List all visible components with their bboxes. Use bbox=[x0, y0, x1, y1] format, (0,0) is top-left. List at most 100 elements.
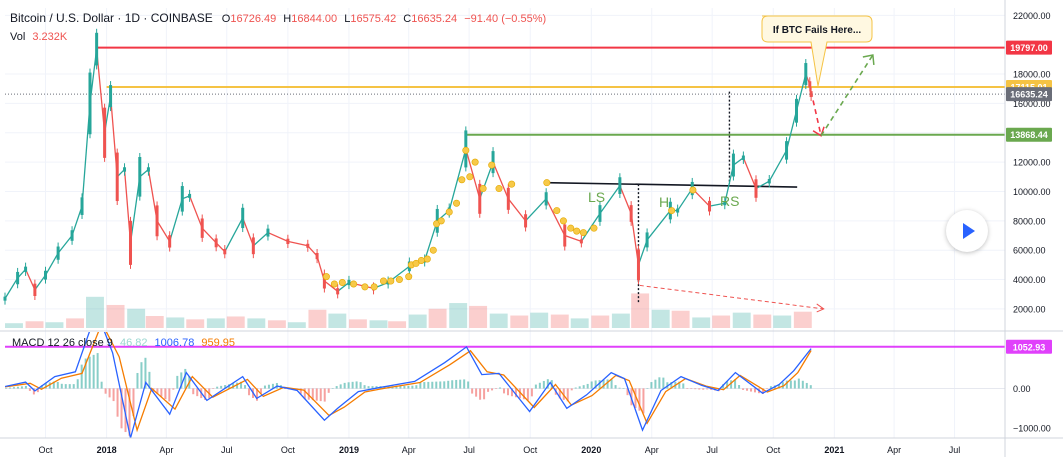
volume-bar bbox=[186, 319, 205, 328]
candle-body bbox=[524, 214, 528, 228]
candle-body bbox=[251, 237, 255, 255]
svg-text:Vol 3.232K: Vol 3.232K bbox=[10, 31, 68, 43]
price-segment bbox=[44, 252, 59, 276]
price-tick-label: 12000.00 bbox=[1013, 158, 1051, 168]
volume-bar bbox=[428, 308, 447, 328]
macd-histogram-bar bbox=[750, 388, 753, 392]
yellow-marker bbox=[567, 224, 575, 232]
macd-histogram-bar bbox=[654, 379, 657, 389]
play-button[interactable] bbox=[946, 210, 988, 252]
macd-histogram-bar bbox=[801, 380, 804, 389]
candle-body bbox=[315, 252, 319, 260]
legend-header: Bitcoin / U.S. Dollar · 1D · COINBASE O1… bbox=[10, 11, 546, 43]
time-tick-label: 2021 bbox=[824, 445, 844, 455]
candle-body bbox=[155, 205, 159, 237]
macd-histogram-bar bbox=[706, 388, 709, 390]
macd-histogram-bar bbox=[255, 388, 258, 401]
volume-bar bbox=[369, 320, 388, 328]
macd-histogram-bar bbox=[92, 354, 95, 389]
yellow-marker bbox=[495, 185, 503, 193]
macd-histogram-bar bbox=[148, 371, 151, 389]
candle-body bbox=[24, 266, 28, 272]
macd-histogram-bar bbox=[192, 388, 195, 395]
macd-histogram-bar bbox=[431, 381, 434, 389]
price-segment bbox=[599, 185, 621, 214]
candle-body bbox=[223, 249, 227, 255]
macd-histogram-bar bbox=[108, 388, 111, 398]
macd-histogram-bar bbox=[777, 384, 780, 389]
projection-up bbox=[820, 54, 874, 137]
macd-histogram-bar bbox=[690, 388, 693, 389]
macd-histogram-bar bbox=[323, 388, 326, 402]
yellow-marker bbox=[417, 256, 425, 264]
price-segment bbox=[465, 148, 481, 200]
price-tag bbox=[1006, 127, 1052, 142]
macd-histogram-bar bbox=[176, 375, 179, 389]
volume-bar bbox=[25, 321, 44, 328]
macd-histogram-bar bbox=[542, 380, 545, 389]
macd-histogram-bar bbox=[514, 388, 517, 398]
callout-bubble[interactable]: If BTC Fails Here... bbox=[761, 15, 873, 87]
candle-body bbox=[506, 187, 510, 210]
candle-body bbox=[618, 177, 622, 194]
macd-histogram-bar bbox=[590, 381, 593, 389]
time-tick-label: Apr bbox=[159, 445, 173, 455]
macd-histogram-bar bbox=[299, 388, 302, 394]
macd-histogram-bar bbox=[76, 379, 79, 389]
symbol-title: Bitcoin / U.S. Dollar · 1D · COINBASE bbox=[10, 11, 213, 25]
macd-histogram-bar bbox=[12, 387, 15, 389]
price-segment bbox=[224, 217, 244, 252]
yellow-marker bbox=[412, 259, 420, 267]
macd-histogram-bar bbox=[248, 388, 251, 396]
price-segment bbox=[337, 281, 350, 292]
price-segment bbox=[201, 227, 217, 244]
candle-body bbox=[723, 201, 727, 206]
price-segment bbox=[24, 269, 36, 291]
pattern-label-rs: RS bbox=[720, 193, 739, 209]
yellow-marker bbox=[437, 217, 445, 225]
macd-legend: MACD 12 26 close 9 46.82 1006.78 959.95 bbox=[12, 337, 235, 349]
macd-histogram-bar bbox=[522, 388, 525, 400]
macd-histogram-bar bbox=[8, 387, 11, 389]
macd-histogram-bar bbox=[746, 388, 749, 391]
price-segment bbox=[242, 217, 254, 247]
time-tick-label: Oct bbox=[766, 445, 781, 455]
volume-bar bbox=[388, 321, 407, 328]
macd-histogram-bar bbox=[443, 381, 446, 389]
macd-histogram-bar bbox=[574, 387, 577, 389]
price-tag bbox=[1006, 87, 1052, 102]
yellow-marker bbox=[553, 207, 561, 215]
macd-histogram-bar bbox=[339, 384, 342, 389]
macd-histogram-bar bbox=[72, 384, 75, 389]
yellow-marker bbox=[361, 283, 369, 291]
macd-histogram-bar bbox=[311, 388, 314, 401]
volume-bar bbox=[328, 313, 347, 328]
macd-histogram-bar bbox=[307, 388, 310, 400]
candle-body bbox=[33, 283, 37, 296]
macd-histogram-bar bbox=[68, 384, 71, 389]
volume-bar bbox=[145, 316, 164, 328]
candle-body bbox=[708, 200, 712, 212]
candle-body bbox=[123, 167, 127, 172]
candle-body bbox=[676, 208, 680, 213]
macd-histogram-bar bbox=[586, 383, 589, 389]
time-tick-label: Oct bbox=[523, 445, 538, 455]
macd-histogram-bar bbox=[319, 388, 322, 402]
price-series bbox=[3, 28, 813, 305]
macd-histogram-bar bbox=[240, 381, 243, 389]
macd-histogram-bar bbox=[694, 388, 697, 390]
macd-histogram-bar bbox=[578, 386, 581, 389]
yellow-marker bbox=[330, 280, 338, 288]
price-segment bbox=[307, 245, 318, 257]
macd-histogram-bar bbox=[506, 388, 509, 396]
price-segment bbox=[252, 232, 269, 247]
candle-body bbox=[168, 235, 172, 248]
candle-body bbox=[128, 220, 132, 265]
price-segment bbox=[619, 185, 632, 214]
macd-histogram-bar bbox=[622, 388, 625, 389]
volume-bar bbox=[712, 315, 731, 328]
macd-histogram-bar bbox=[670, 382, 673, 389]
price-segment bbox=[564, 234, 582, 243]
